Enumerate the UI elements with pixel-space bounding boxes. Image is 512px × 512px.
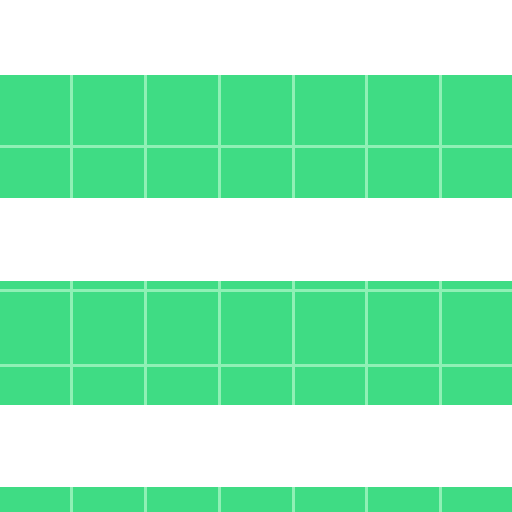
- green-grid-band-middle: [0, 281, 512, 405]
- grid-vertical-line: [144, 281, 147, 405]
- grid-vertical-line: [292, 487, 295, 512]
- grid-horizontal-line: [0, 289, 512, 292]
- grid-vertical-line: [292, 281, 295, 405]
- grid-horizontal-line: [0, 364, 512, 367]
- grid-vertical-line: [144, 487, 147, 512]
- grid-vertical-line: [365, 75, 368, 198]
- grid-vertical-line: [144, 75, 147, 198]
- grid-vertical-line: [218, 281, 221, 405]
- grid-vertical-line: [439, 281, 442, 405]
- grid-vertical-line: [70, 75, 73, 198]
- grid-vertical-line: [70, 487, 73, 512]
- grid-vertical-line: [365, 281, 368, 405]
- grid-horizontal-line: [0, 145, 512, 148]
- green-grid-band-top: [0, 75, 512, 198]
- grid-vertical-line: [439, 487, 442, 512]
- grid-vertical-line: [218, 75, 221, 198]
- green-grid-band-bottom: [0, 487, 512, 512]
- grid-vertical-line: [365, 487, 368, 512]
- grid-vertical-line: [292, 75, 295, 198]
- grid-vertical-line: [218, 487, 221, 512]
- grid-vertical-line: [70, 281, 73, 405]
- grid-vertical-line: [439, 75, 442, 198]
